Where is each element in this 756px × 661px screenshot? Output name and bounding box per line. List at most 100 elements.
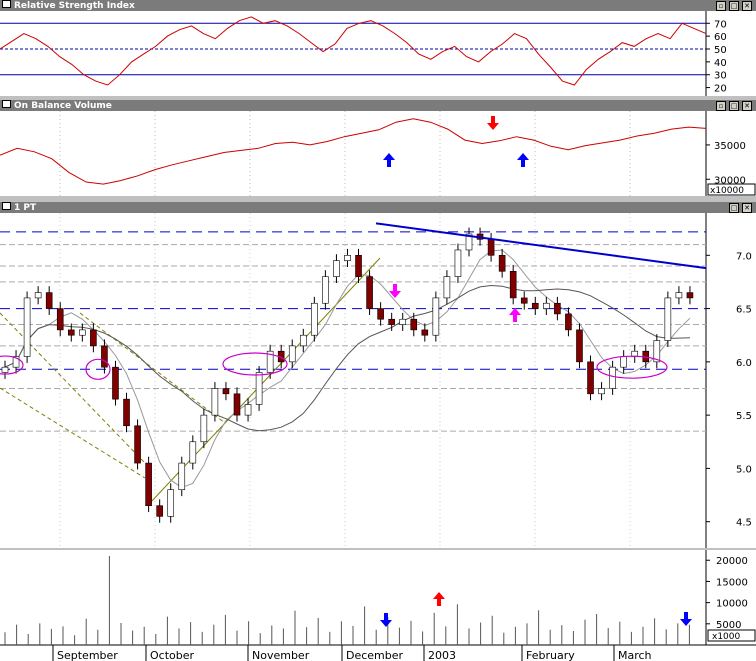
x-axis-label: March bbox=[618, 649, 652, 661]
candle bbox=[609, 366, 616, 389]
price-titlebar: 1 PT □ ✕ bbox=[0, 202, 756, 213]
candle bbox=[653, 340, 661, 363]
volume-unit-box bbox=[707, 629, 756, 642]
candle bbox=[377, 308, 384, 320]
maximize-button[interactable]: □ bbox=[729, 203, 739, 213]
channel-line bbox=[0, 387, 146, 479]
pattern-circle bbox=[0, 355, 24, 375]
candle bbox=[454, 249, 462, 277]
price-tick-label: 7.0 bbox=[736, 251, 752, 262]
rsi-tick-label: 30 bbox=[714, 71, 727, 82]
candle bbox=[156, 505, 163, 517]
price-tick-label: 6.0 bbox=[736, 358, 752, 369]
candle bbox=[178, 462, 186, 491]
candle bbox=[255, 372, 263, 405]
price-tick-label: 4.5 bbox=[736, 518, 752, 529]
candle bbox=[45, 292, 53, 309]
candle bbox=[598, 388, 605, 395]
obv-blue-up-arrow bbox=[383, 153, 395, 167]
volume-blue-down-arrow bbox=[680, 612, 692, 626]
candle bbox=[410, 318, 418, 331]
downtrend-line bbox=[375, 222, 707, 270]
candle bbox=[554, 302, 561, 315]
volume-tick-label: 10000 bbox=[716, 599, 748, 610]
close-button[interactable]: ✕ bbox=[742, 203, 752, 213]
candle bbox=[333, 260, 340, 277]
rsi-title: Relative Strength Index bbox=[14, 1, 135, 11]
rsi-titlebar: Relative Strength Index ▫ □ ✕ bbox=[0, 0, 756, 11]
price-chart: 7.0 6.5 6.0 5.5 5.0 4.5 bbox=[0, 213, 752, 548]
candle bbox=[23, 297, 31, 357]
volume-tick-label: 15000 bbox=[716, 577, 748, 588]
volume-unit-label: x1000 bbox=[712, 632, 741, 642]
close-button[interactable]: ✕ bbox=[742, 1, 752, 11]
channel-line bbox=[79, 312, 226, 424]
candle bbox=[675, 292, 683, 299]
candle bbox=[200, 414, 208, 443]
obv-red-down-arrow bbox=[487, 116, 499, 130]
minimize-button[interactable]: ▫ bbox=[716, 101, 726, 111]
candle bbox=[322, 276, 329, 304]
volume-tick-label: 20000 bbox=[716, 556, 748, 567]
volume-tick-label: 5000 bbox=[716, 620, 741, 631]
uptrend-line bbox=[149, 257, 381, 504]
price-tick-label: 5.5 bbox=[736, 411, 752, 422]
obv-line bbox=[0, 118, 707, 185]
candle bbox=[344, 254, 351, 261]
candle bbox=[620, 356, 627, 368]
candle bbox=[520, 297, 528, 304]
candle bbox=[465, 233, 473, 251]
candle bbox=[34, 292, 42, 299]
x-axis-label: November bbox=[252, 649, 310, 661]
rsi-line bbox=[0, 16, 707, 86]
candle bbox=[112, 366, 119, 400]
candle bbox=[311, 302, 318, 336]
price-magenta-down-arrow bbox=[389, 284, 401, 298]
minimize-button[interactable]: ▫ bbox=[716, 1, 726, 11]
candle bbox=[211, 388, 219, 416]
candle bbox=[79, 329, 86, 336]
price-panel: 1 PT □ ✕ 7.0 6.5 6.0 5.5 5.0 4.5 bbox=[0, 202, 756, 548]
obv-tick-label: 30000 bbox=[714, 175, 746, 186]
panel-icon bbox=[2, 100, 11, 108]
obv-unit-label: x10000 bbox=[710, 186, 744, 196]
obv-titlebar: On Balance Volume ▫ □ ✕ bbox=[0, 100, 756, 111]
pattern-circle bbox=[85, 358, 111, 380]
candle bbox=[432, 297, 440, 336]
close-button[interactable]: ✕ bbox=[742, 101, 752, 111]
maximize-button[interactable]: □ bbox=[729, 101, 739, 111]
moving-average-line bbox=[4, 284, 691, 432]
candle bbox=[1, 366, 9, 373]
price-magenta-up-arrow bbox=[509, 308, 521, 322]
maximize-button[interactable]: □ bbox=[729, 1, 739, 11]
rsi-tick-label: 70 bbox=[714, 19, 727, 30]
candle bbox=[543, 302, 550, 309]
pattern-circle bbox=[596, 355, 668, 379]
candle bbox=[487, 239, 495, 256]
x-axis-label: September bbox=[57, 649, 118, 661]
x-axis-label: 2003 bbox=[428, 649, 456, 661]
candle bbox=[531, 302, 539, 309]
candle bbox=[288, 345, 296, 363]
candle bbox=[421, 329, 429, 336]
candle bbox=[189, 441, 197, 464]
candle bbox=[266, 350, 274, 373]
moving-average-line bbox=[4, 249, 691, 489]
candle bbox=[134, 425, 141, 464]
rsi-tick-label: 60 bbox=[714, 32, 727, 43]
candle bbox=[299, 334, 307, 347]
x-axis-label: December bbox=[346, 649, 404, 661]
panel-icon bbox=[2, 0, 11, 8]
x-axis-label: February bbox=[526, 649, 575, 661]
volume-blue-down-arrow bbox=[380, 613, 392, 627]
candle bbox=[388, 318, 395, 325]
obv-tick-label: 35000 bbox=[714, 141, 746, 152]
candle bbox=[167, 489, 175, 517]
candle bbox=[565, 313, 572, 331]
candle bbox=[222, 388, 230, 395]
obv-panel: On Balance Volume ▫ □ ✕ 35000 30000 x10000 bbox=[0, 100, 756, 196]
candle bbox=[244, 404, 252, 416]
candle bbox=[498, 254, 506, 272]
price-title: 1 PT bbox=[14, 203, 37, 213]
